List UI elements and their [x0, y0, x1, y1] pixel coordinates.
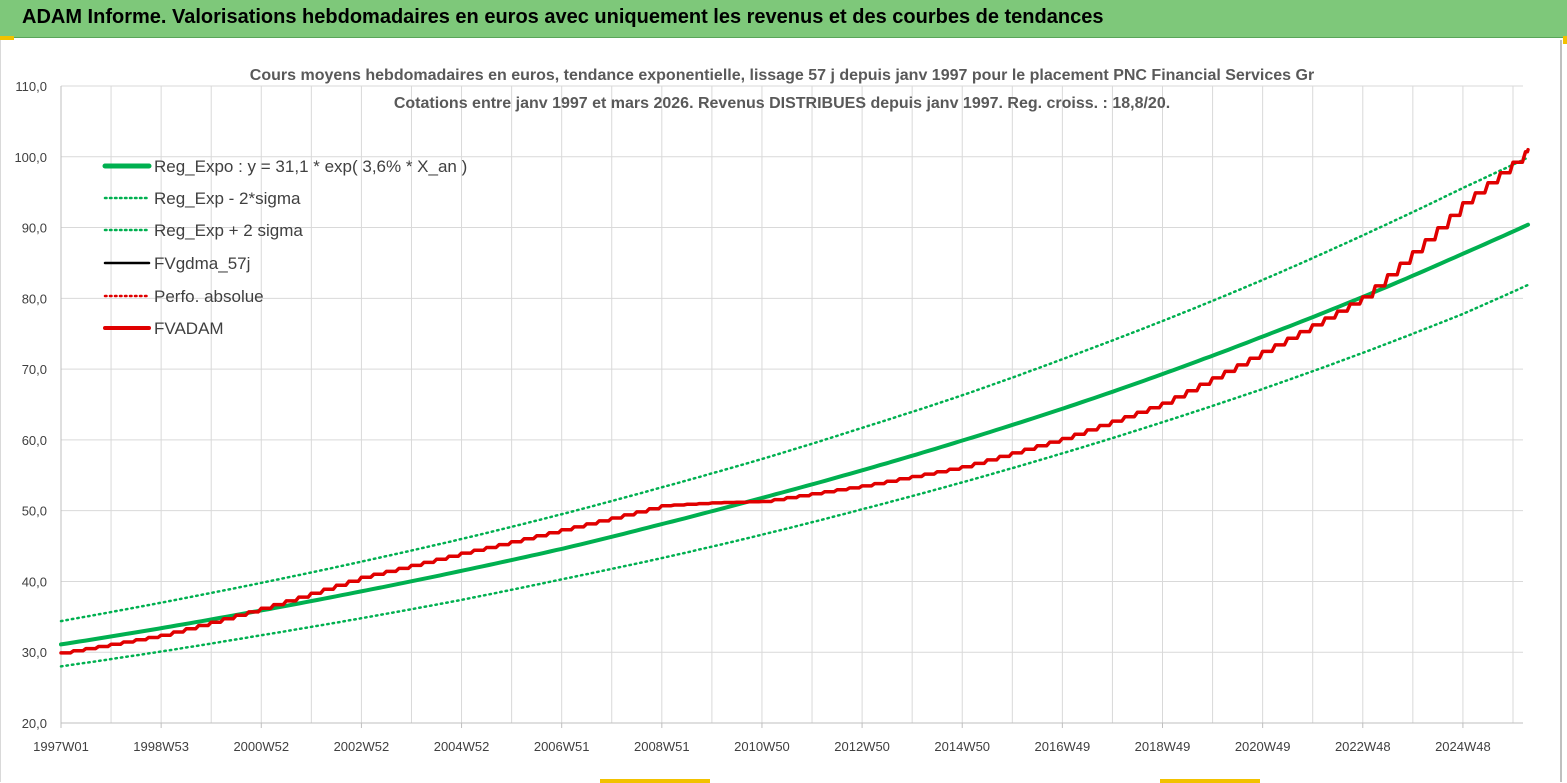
legend-perfo-absolue-label: Perfo. absolue [154, 287, 264, 306]
chart-title: Cours moyens hebdomadaires en euros, ten… [250, 67, 1314, 84]
report-title: ADAM Informe. Valorisations hebdomadaire… [22, 6, 1104, 28]
legend-fvadam-label: FVADAM [154, 319, 224, 338]
x-tick-label: 2006W51 [534, 739, 590, 754]
x-tick-label: 2000W52 [233, 739, 289, 754]
y-tick-label: 90,0 [22, 221, 47, 236]
series-reg-exp-minus-2sigma [59, 283, 1530, 668]
x-tick-label: 1997W01 [33, 739, 89, 754]
x-tick-label: 2010W50 [734, 739, 790, 754]
legend-reg-exp-minus-label: Reg_Exp - 2*sigma [154, 189, 301, 208]
x-tick-label: 2008W51 [634, 739, 690, 754]
x-tick-label: 2012W50 [834, 739, 890, 754]
legend-reg-expo-label: Reg_Expo : y = 31,1 * exp( 3,6% * X_an ) [154, 157, 467, 176]
legend-fvgdma-label: FVgdma_57j [154, 254, 250, 273]
x-tick-label: 2018W49 [1135, 739, 1191, 754]
y-tick-label: 30,0 [22, 645, 47, 660]
line-chart: 20,0 30,0 40,0 50,0 60,0 70,0 80,0 90,0 100,0 110… [14, 67, 1530, 754]
x-tick-label: 2020W49 [1235, 739, 1291, 754]
x-tick-label: 1998W53 [133, 739, 189, 754]
x-tick-label: 2016W49 [1035, 739, 1091, 754]
y-tick-label: 20,0 [22, 716, 47, 731]
x-tick-label: 2024W48 [1435, 739, 1491, 754]
y-tick-label: 100,0 [14, 150, 47, 165]
y-tick-label: 50,0 [22, 504, 47, 519]
series-reg-exp-plus-2sigma [59, 156, 1530, 623]
x-tick-label: 2022W48 [1335, 739, 1391, 754]
x-tick-label: 2014W50 [934, 739, 990, 754]
y-tick-label: 110,0 [15, 79, 47, 94]
y-tick-label: 80,0 [22, 291, 47, 306]
x-tick-label: 2004W52 [434, 739, 490, 754]
accent-bar-right [1563, 36, 1567, 44]
accent-bar-bottom [600, 779, 710, 783]
chart-area: 20,0 30,0 40,0 50,0 60,0 70,0 80,0 90,0 100,0 110… [0, 40, 1562, 782]
accent-bar-bottom-2 [1160, 779, 1260, 783]
series-fvadam [59, 147, 1530, 655]
accent-bar-left [0, 36, 14, 40]
x-tick-label: 2002W52 [334, 739, 390, 754]
y-tick-label: 70,0 [22, 362, 47, 377]
y-tick-label: 40,0 [22, 574, 47, 589]
y-tick-label: 60,0 [22, 433, 47, 448]
report-banner: ADAM Informe. Valorisations hebdomadaire… [0, 0, 1567, 38]
series-reg-expo [59, 222, 1530, 647]
chart-subtitle: Cotations entre janv 1997 et mars 2026. … [394, 95, 1170, 112]
legend-reg-exp-plus-label: Reg_Exp + 2 sigma [154, 221, 303, 240]
